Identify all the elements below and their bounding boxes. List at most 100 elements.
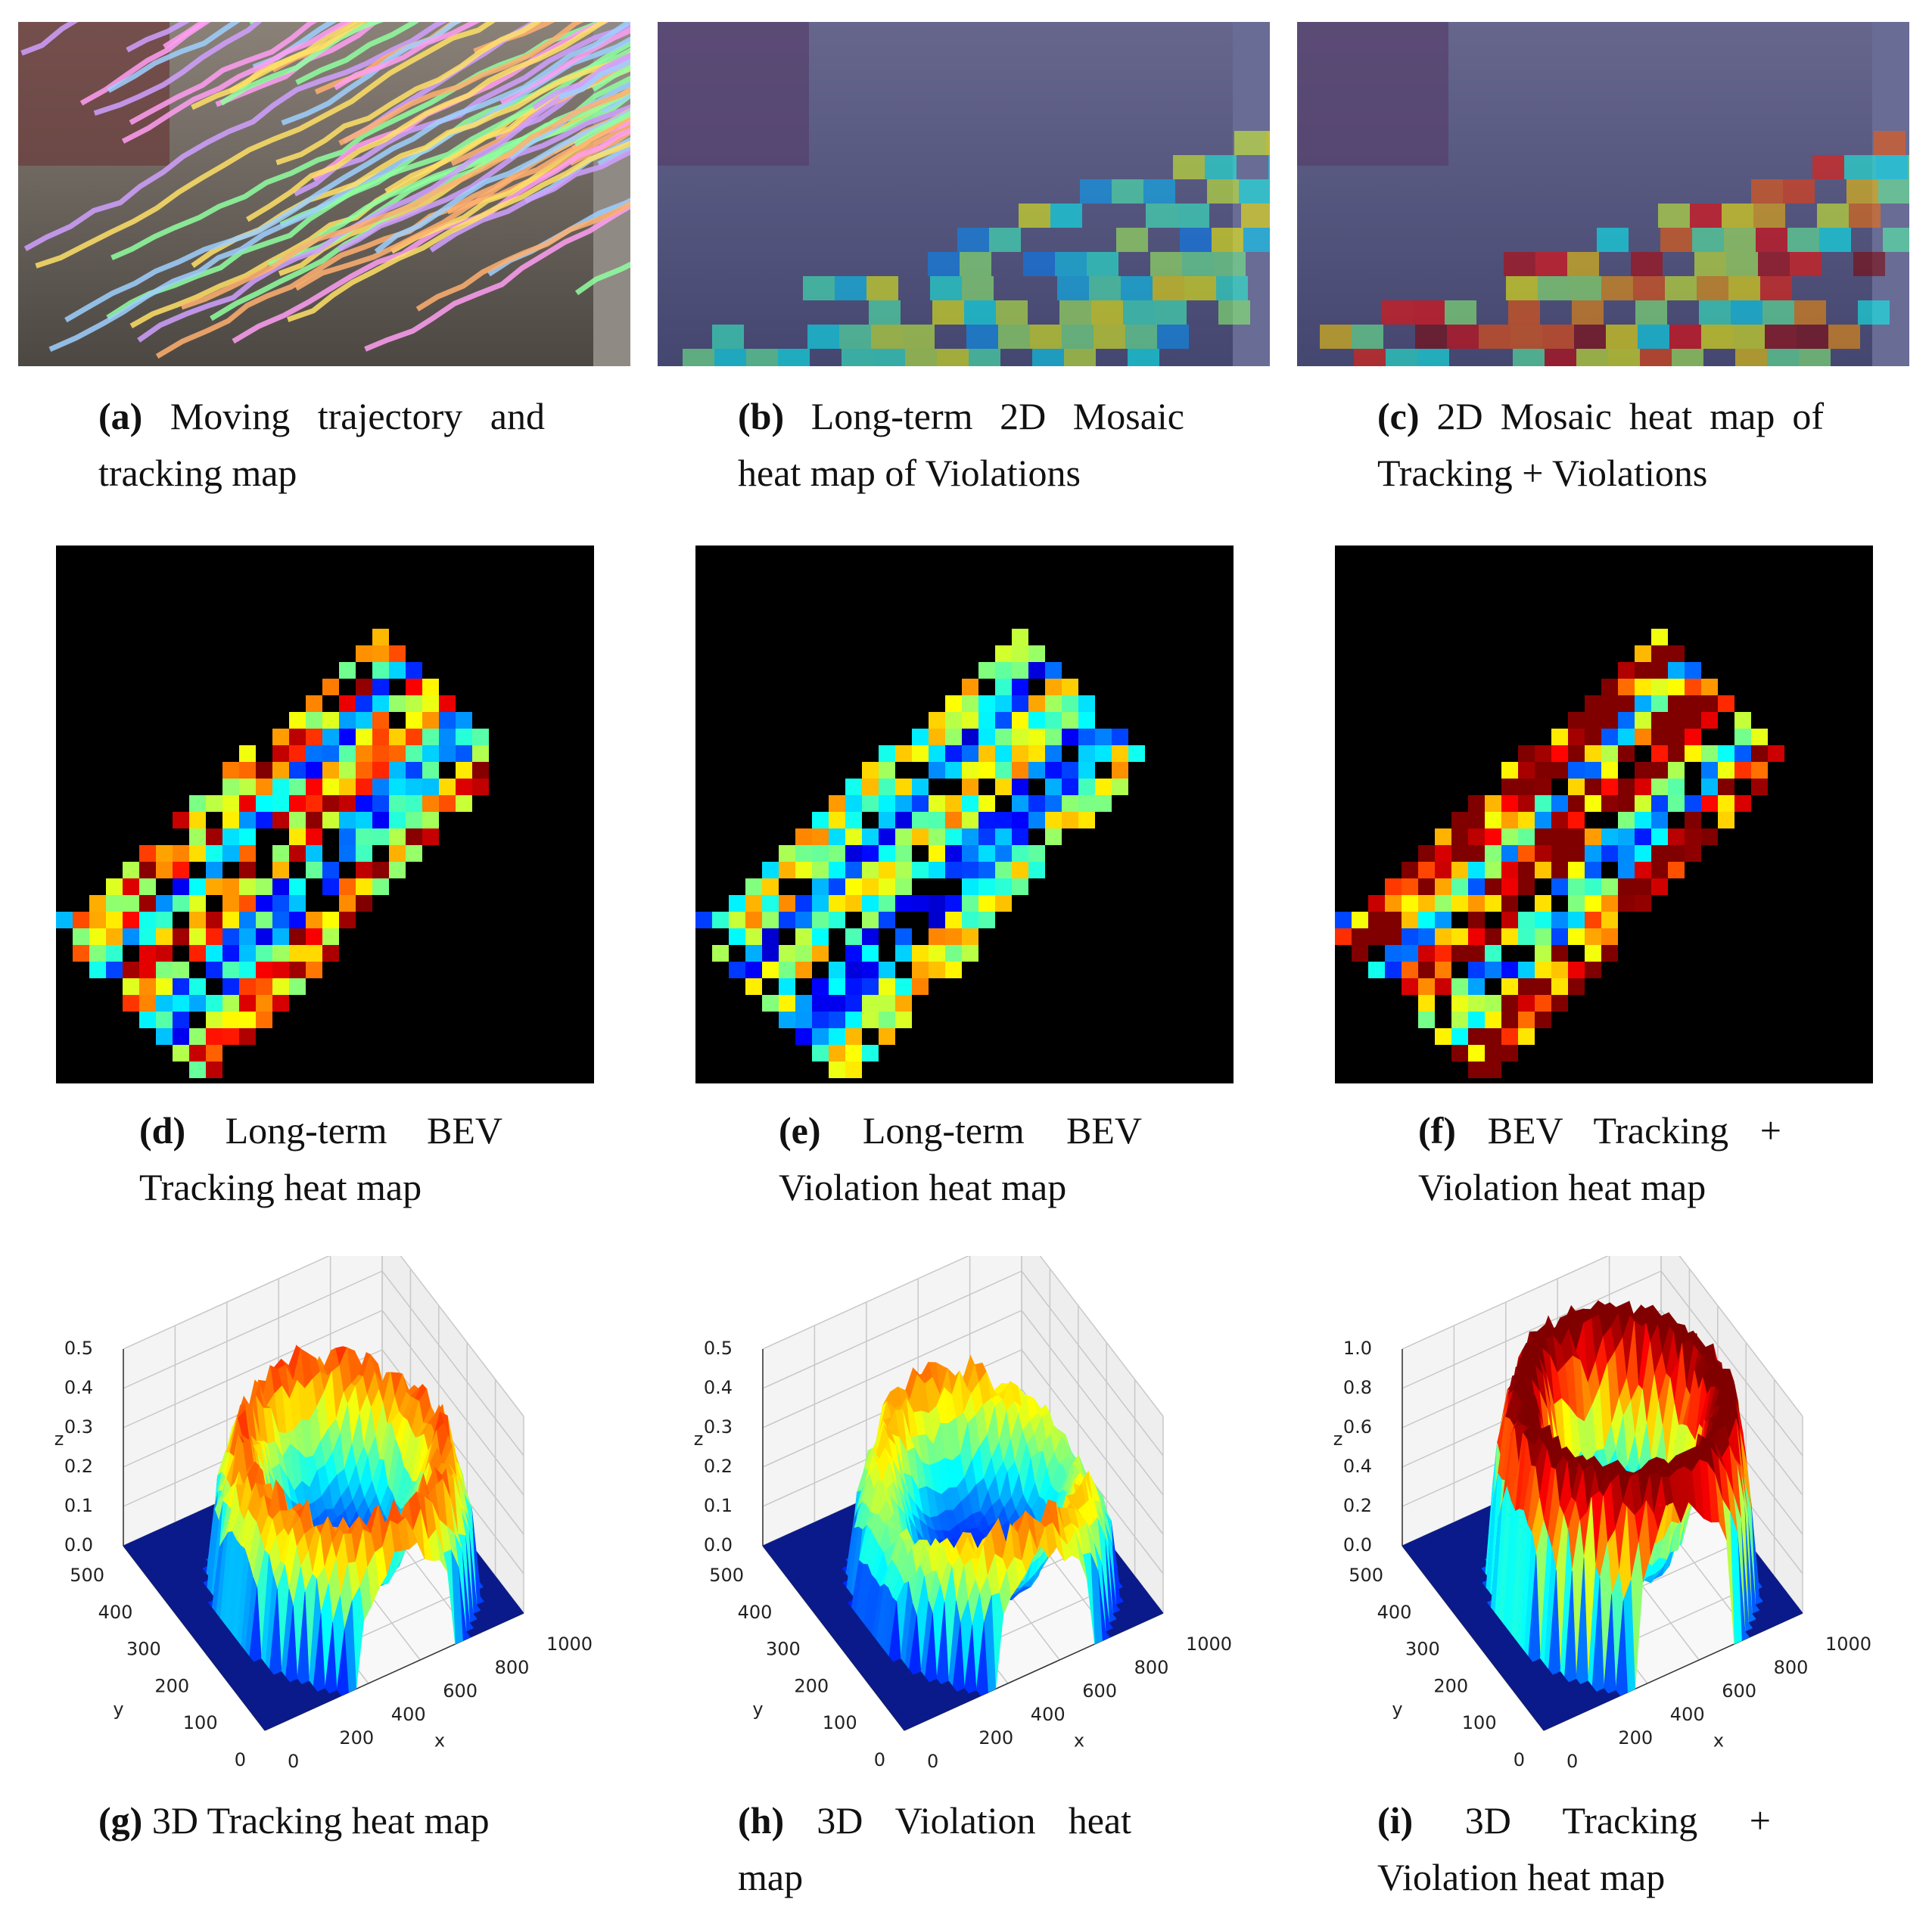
bev-cell	[812, 812, 829, 828]
bev-cell	[372, 662, 389, 679]
bev-cell	[1062, 762, 1078, 779]
bev-cell	[978, 662, 995, 679]
bev-cell	[1451, 862, 1468, 878]
bev-cell	[1635, 895, 1651, 912]
bev-cell	[1618, 862, 1635, 878]
caption-label: (e)	[779, 1109, 821, 1152]
bev-cell	[422, 828, 439, 845]
bev-cell	[372, 729, 389, 745]
bev-cell	[1028, 812, 1045, 828]
bev-cell	[1734, 795, 1751, 812]
bev-cell	[1012, 828, 1028, 845]
bev-cell	[1112, 745, 1128, 762]
caption: (f) BEV Tracking + Violation heat map	[1418, 1102, 1781, 1216]
mosaic-cell	[746, 349, 778, 366]
bev-cell	[1028, 695, 1045, 712]
bev-cell	[1618, 795, 1635, 812]
bev-cell	[1701, 828, 1718, 845]
bev-cell	[1078, 779, 1095, 795]
bev-cell	[1618, 828, 1635, 845]
bev-cell	[1685, 812, 1701, 828]
bev-cell	[845, 1028, 862, 1045]
mosaic-cell	[1207, 179, 1239, 204]
bev-cell	[322, 928, 339, 945]
bev-cell	[895, 828, 912, 845]
bev-cell	[1568, 845, 1585, 862]
bev-cell	[189, 945, 206, 962]
bev-cell	[779, 945, 795, 962]
bev-cell	[745, 928, 762, 945]
bev-cell	[306, 862, 322, 878]
bev-cell	[256, 995, 272, 1012]
bev-cell	[962, 912, 978, 928]
bev-cell	[272, 978, 289, 995]
grid-line	[762, 1256, 970, 1350]
bev-cell	[912, 862, 929, 878]
bev-cell	[978, 812, 995, 828]
bev-cell	[1618, 745, 1635, 762]
bev-cell	[929, 828, 945, 845]
mosaic-cell	[1057, 276, 1089, 300]
bev-cell	[1485, 928, 1501, 945]
bev-cell	[1468, 795, 1485, 812]
bev-cell	[1734, 712, 1751, 729]
bev-cell	[912, 779, 929, 795]
bev-cell	[812, 995, 829, 1012]
bev-cell	[1062, 812, 1078, 828]
bev-cell	[1012, 695, 1028, 712]
bev-cell	[845, 779, 862, 795]
mosaic-cell	[1728, 276, 1760, 300]
bev-cell	[962, 862, 978, 878]
bev-cell	[845, 978, 862, 995]
bev-cell	[1012, 712, 1028, 729]
bev-cell	[829, 878, 845, 895]
bev-cell	[795, 895, 812, 912]
bev-cell	[372, 878, 389, 895]
bev-cell	[1062, 729, 1078, 745]
bev-cell	[812, 878, 829, 895]
bev-cell	[389, 795, 406, 812]
bev-cell	[1418, 912, 1435, 928]
bev-cell	[845, 845, 862, 862]
bev-cell	[1685, 729, 1701, 745]
bev-cell	[912, 729, 929, 745]
bev-cell	[812, 1028, 829, 1045]
bev-cell	[239, 945, 256, 962]
caption-text: Long-term 2D Mosaic heat map of Violatio…	[738, 395, 1184, 494]
bev-cell	[472, 745, 489, 762]
mosaic-cell	[1753, 204, 1785, 228]
bev-cell	[156, 912, 173, 928]
bev-cell	[1435, 878, 1451, 895]
mosaic-cell	[1266, 131, 1270, 155]
bev-cell	[1585, 895, 1601, 912]
z-tick-label: 0.2	[64, 1456, 93, 1477]
bev-cell	[1012, 679, 1028, 695]
mosaic-cell	[873, 349, 905, 366]
bev-cell	[1418, 862, 1435, 878]
bev-cell	[1551, 912, 1568, 928]
bev-cell	[222, 828, 239, 845]
bev-cell	[1668, 729, 1685, 745]
bev-cell	[1668, 662, 1685, 679]
mosaic-cell	[1112, 179, 1143, 204]
bev-cell	[1485, 1045, 1501, 1062]
bev-cell	[1501, 1045, 1518, 1062]
trajectory	[295, 22, 420, 85]
bev-cell	[1485, 995, 1501, 1012]
bev-cell	[1601, 729, 1618, 745]
bev-cell	[1585, 928, 1601, 945]
bev-cell	[256, 795, 272, 812]
bev-cell	[306, 729, 322, 745]
bev-cell	[1468, 928, 1485, 945]
y-tick-label: 200	[1433, 1675, 1468, 1696]
bev-cell	[978, 795, 995, 812]
x-tick-label: 600	[1722, 1680, 1756, 1702]
z-tick-label: 0.0	[64, 1534, 93, 1556]
bev-cell	[929, 745, 945, 762]
bev-cell	[156, 1028, 173, 1045]
mosaic-cell	[1699, 300, 1731, 325]
bev-cell	[289, 795, 306, 812]
bev-cell	[239, 1028, 256, 1045]
caption: (e) Long-term BEV Violation heat map	[779, 1102, 1142, 1216]
